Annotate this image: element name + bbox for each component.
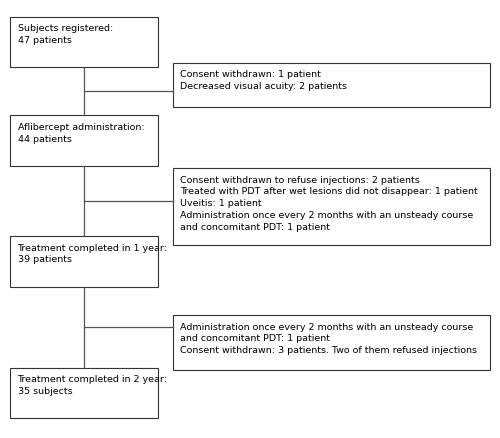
Text: Subjects registered:
47 patients: Subjects registered: 47 patients xyxy=(18,24,113,45)
Text: Consent withdrawn to refuse injections: 2 patients
Treated with PDT after wet le: Consent withdrawn to refuse injections: … xyxy=(180,175,478,231)
Text: Treatment completed in 1 year:
39 patients: Treatment completed in 1 year: 39 patien… xyxy=(18,243,168,264)
Text: Aflibercept administration:
44 patients: Aflibercept administration: 44 patients xyxy=(18,123,144,143)
Text: Administration once every 2 months with an unsteady course
and concomitant PDT: : Administration once every 2 months with … xyxy=(180,322,477,354)
FancyBboxPatch shape xyxy=(10,18,158,68)
Text: Treatment completed in 2 year:
35 subjects: Treatment completed in 2 year: 35 subjec… xyxy=(18,374,168,395)
FancyBboxPatch shape xyxy=(172,315,490,370)
Text: Consent withdrawn: 1 patient
Decreased visual acuity: 2 patients: Consent withdrawn: 1 patient Decreased v… xyxy=(180,70,347,91)
FancyBboxPatch shape xyxy=(10,237,158,287)
FancyBboxPatch shape xyxy=(10,368,158,418)
FancyBboxPatch shape xyxy=(10,116,158,166)
FancyBboxPatch shape xyxy=(172,169,490,245)
FancyBboxPatch shape xyxy=(172,64,490,107)
